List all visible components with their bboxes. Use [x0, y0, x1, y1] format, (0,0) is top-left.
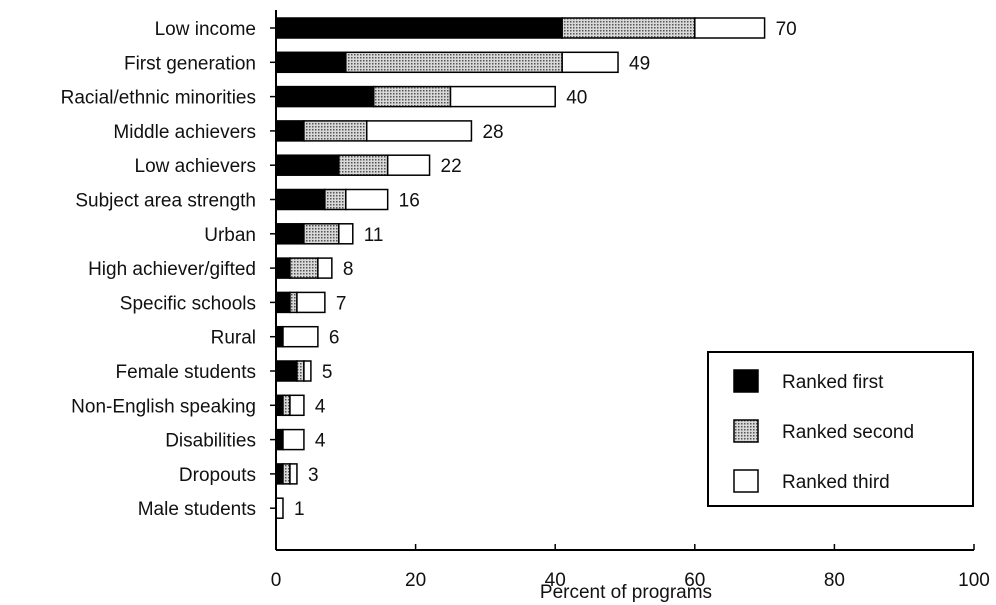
bar-segment: [345, 51, 563, 74]
category-label: Male students: [138, 499, 256, 520]
bar-total-label: 5: [322, 362, 333, 383]
bar-segment: [289, 463, 298, 485]
bar-segment: [372, 85, 452, 108]
category-label: Rural: [211, 328, 256, 349]
bar-segment: [303, 223, 340, 245]
bar-segment: [324, 188, 347, 211]
legend-label-first: Ranked first: [782, 372, 884, 393]
x-tick-label: 60: [684, 570, 705, 591]
x-tick-label: 40: [545, 570, 566, 591]
bar-total-label: 3: [308, 465, 319, 486]
bar-total-label: 1: [294, 499, 305, 520]
bar-segment: [289, 291, 298, 314]
category-label: Urban: [204, 225, 256, 246]
bar-total-label: 16: [399, 191, 420, 212]
legend-swatch-third: [733, 469, 759, 493]
bar-total-label: 70: [776, 19, 797, 40]
bar-total-label: 40: [566, 88, 587, 109]
bar-total-label: 7: [336, 293, 347, 314]
legend-label-third: Ranked third: [782, 472, 890, 493]
category-label: First generation: [124, 53, 256, 74]
bar-segment: [275, 291, 291, 314]
legend-swatch-second: [733, 419, 759, 443]
x-tick-label: 80: [824, 570, 845, 591]
bar-segment: [449, 85, 556, 108]
category-label: Middle achievers: [113, 122, 256, 143]
bar-segment: [289, 257, 319, 279]
bar-segment: [694, 17, 766, 39]
bar-segment: [282, 428, 305, 451]
bar-segment: [275, 463, 284, 485]
category-label: Specific schools: [120, 293, 256, 314]
bar-segment: [275, 428, 284, 451]
bar-segment: [282, 325, 319, 348]
bar-total-label: 4: [315, 396, 326, 417]
bar-segment: [275, 497, 284, 519]
bar-segment: [289, 394, 305, 417]
bar-segment: [275, 325, 284, 348]
bar-segment: [345, 188, 389, 211]
category-label: Disabilities: [165, 431, 256, 452]
bar-segment: [282, 394, 291, 417]
bar-total-label: 8: [343, 259, 354, 280]
bar-segment: [275, 360, 298, 382]
bar-segment: [296, 291, 326, 314]
category-label: Dropouts: [179, 465, 256, 486]
bar-segment: [338, 223, 354, 245]
bar-segment: [561, 51, 619, 74]
bar-total-label: 4: [315, 431, 326, 452]
bar-total-label: 11: [364, 225, 384, 246]
legend-swatch-first: [733, 369, 759, 393]
x-tick-label: 20: [405, 570, 426, 591]
bar-segment: [365, 120, 473, 142]
bar-segment: [275, 154, 340, 176]
x-tick-label: 0: [271, 570, 282, 591]
bar-segment: [275, 257, 291, 279]
category-label: Low achievers: [135, 156, 256, 177]
bar-total-label: 22: [441, 156, 462, 177]
category-label: Low income: [155, 19, 256, 40]
bar-segment: [275, 120, 305, 142]
bar-segment: [303, 120, 368, 142]
bar-segment: [296, 360, 305, 382]
bar-segment: [275, 17, 563, 39]
bar-segment: [275, 85, 375, 108]
bar-segment: [275, 223, 305, 245]
bar-total-label: 49: [629, 53, 650, 74]
bar-segment: [275, 188, 326, 211]
bar-total-label: 28: [482, 122, 503, 143]
bar-segment: [282, 463, 291, 485]
bar-segment: [275, 394, 284, 417]
legend-label-second: Ranked second: [782, 422, 914, 443]
category-label: High achiever/gifted: [88, 259, 256, 280]
bar-segment: [561, 17, 696, 39]
x-tick-label: 100: [958, 570, 990, 591]
category-label: Racial/ethnic minorities: [61, 88, 256, 109]
bar-segment: [317, 257, 333, 279]
bar-total-label: 6: [329, 328, 340, 349]
category-label: Non-English speaking: [71, 396, 256, 417]
bar-segment: [338, 154, 389, 176]
bar-segment: [303, 360, 312, 382]
category-label: Subject area strength: [75, 191, 256, 212]
bar-segment: [275, 51, 347, 74]
category-label: Female students: [116, 362, 256, 383]
bar-segment: [386, 154, 431, 176]
x-axis-label: Percent of programs: [540, 582, 712, 603]
legend: Ranked first Ranked second Ranked third: [707, 351, 974, 507]
